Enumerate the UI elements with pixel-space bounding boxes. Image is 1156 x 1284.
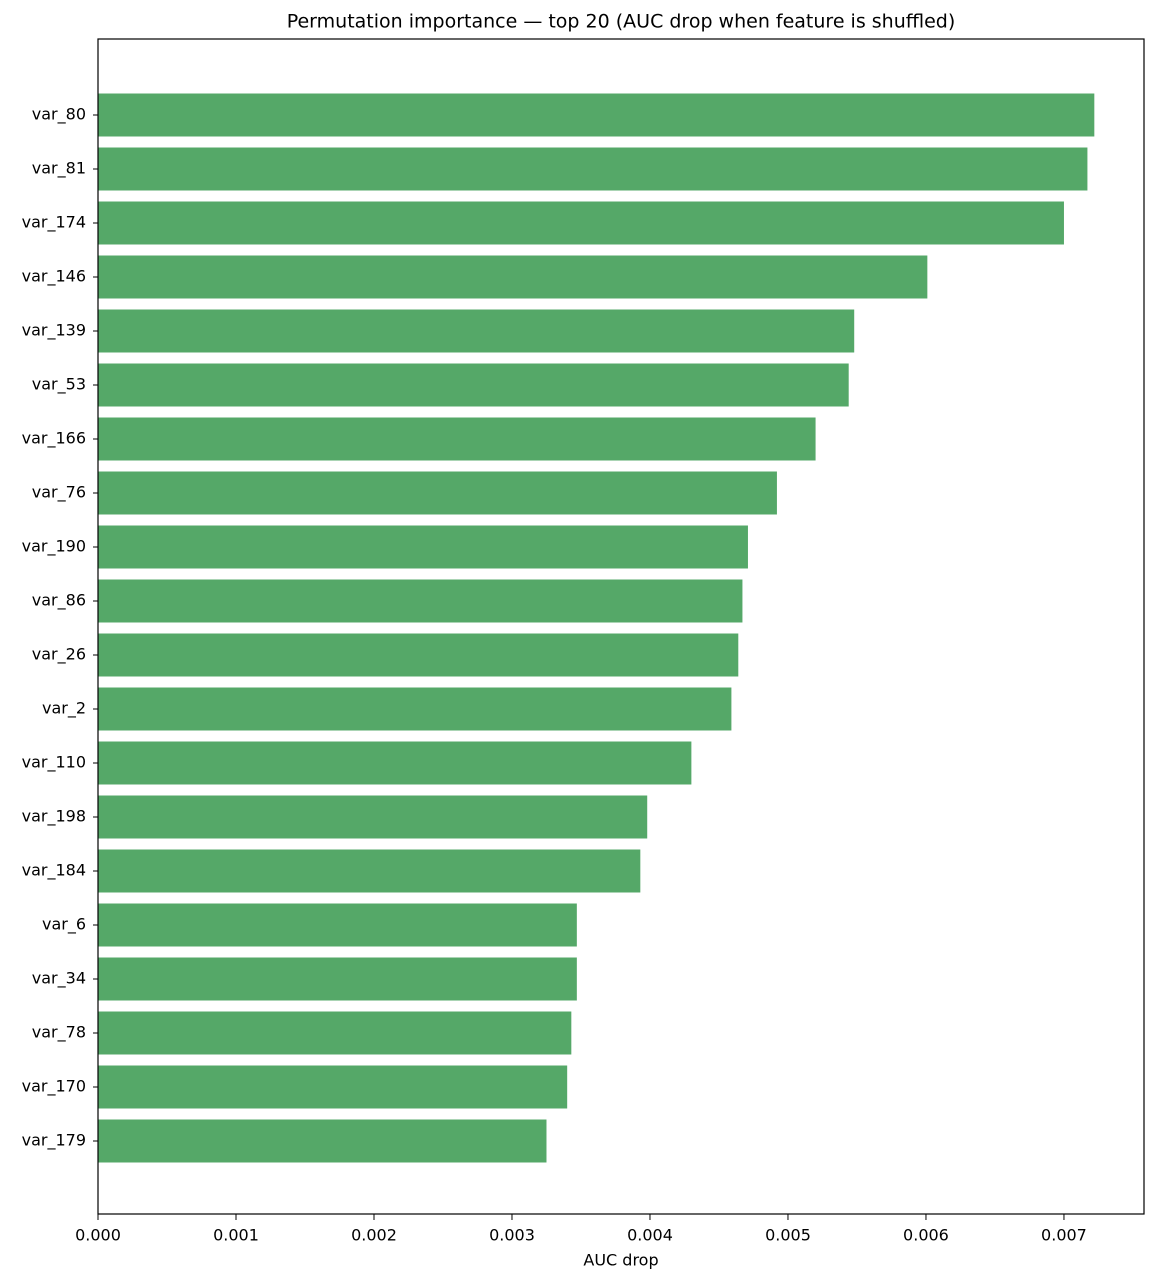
- bar: [98, 957, 577, 1001]
- bar: [98, 255, 928, 299]
- plot-frame: [97, 38, 1145, 1215]
- y-tick-label: var_110: [22, 753, 86, 773]
- bar: [98, 903, 577, 947]
- y-tick-label: var_53: [32, 375, 86, 395]
- x-tick-label: 0.000: [75, 1226, 121, 1245]
- bar: [98, 633, 739, 677]
- y-tick-label: var_184: [22, 861, 86, 881]
- x-tick-label: 0.004: [627, 1226, 673, 1245]
- x-tick-label: 0.007: [1041, 1226, 1087, 1245]
- y-tick-label: var_80: [32, 105, 86, 125]
- y-tick-label: var_81: [32, 159, 86, 179]
- bar: [98, 417, 816, 461]
- y-tick-label: var_139: [22, 321, 86, 341]
- bar: [98, 363, 849, 407]
- bar: [98, 201, 1064, 245]
- y-tick-label: var_2: [42, 699, 86, 719]
- x-tick-label: 0.006: [903, 1226, 949, 1245]
- y-tick-label: var_86: [32, 591, 86, 611]
- y-tick-label: var_6: [42, 915, 86, 935]
- y-tick-label: var_34: [32, 969, 86, 989]
- bar: [98, 579, 743, 623]
- bar: [98, 795, 648, 839]
- bar: [98, 1119, 547, 1163]
- bar: [98, 849, 641, 893]
- x-tick-label: 0.002: [351, 1226, 397, 1245]
- x-tick-label: 0.003: [489, 1226, 535, 1245]
- y-tick-label: var_78: [32, 1023, 86, 1043]
- bar: [98, 147, 1088, 191]
- bar: [98, 1065, 568, 1109]
- bar: [98, 1011, 572, 1055]
- bar: [98, 93, 1095, 137]
- x-tick-label: 0.001: [213, 1226, 259, 1245]
- bar: [98, 471, 777, 515]
- y-tick-label: var_26: [32, 645, 86, 665]
- y-tick-label: var_166: [22, 429, 86, 449]
- bar: [98, 525, 748, 569]
- x-axis-label: AUC drop: [583, 1251, 658, 1270]
- x-tick-label: 0.005: [765, 1226, 811, 1245]
- bar: [98, 687, 732, 731]
- bar: [98, 741, 692, 785]
- y-tick-label: var_179: [22, 1131, 86, 1151]
- y-tick-label: var_174: [22, 213, 86, 233]
- y-tick-label: var_146: [22, 267, 86, 287]
- chart-title: Permutation importance — top 20 (AUC dro…: [287, 11, 956, 33]
- bar: [98, 309, 855, 353]
- y-tick-label: var_76: [32, 483, 86, 503]
- y-tick-label: var_190: [22, 537, 86, 557]
- y-tick-label: var_198: [22, 807, 86, 827]
- y-tick-label: var_170: [22, 1077, 86, 1097]
